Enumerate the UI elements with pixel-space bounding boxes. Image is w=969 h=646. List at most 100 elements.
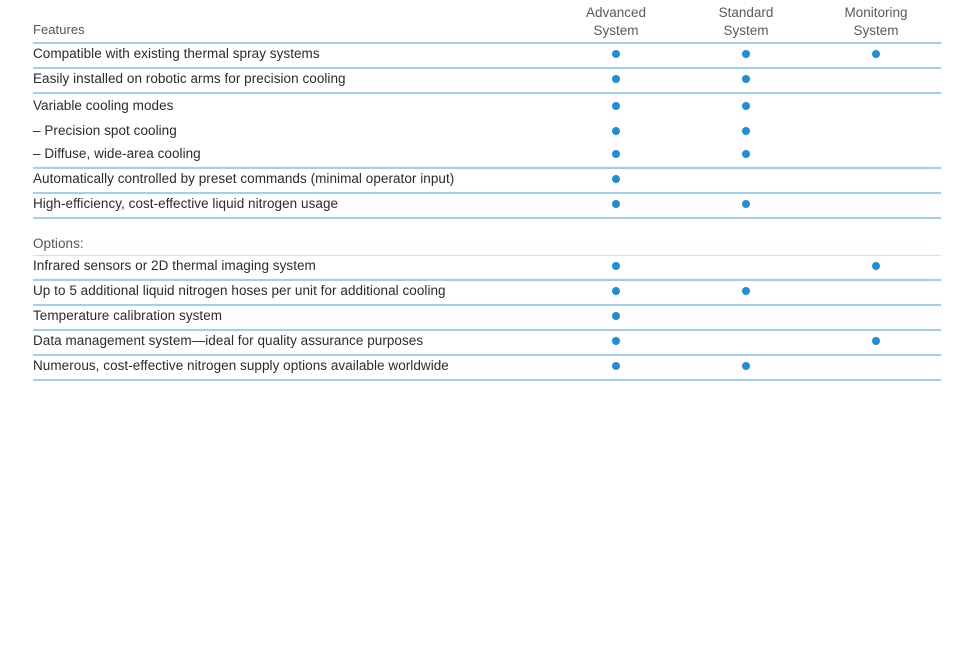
included-dot-icon <box>612 312 620 320</box>
advanced-system-cell <box>551 281 681 304</box>
included-dot-icon <box>872 50 880 58</box>
advanced-system-cell <box>551 169 681 192</box>
advanced-system-cell <box>551 44 681 67</box>
monitoring-system-cell <box>811 44 941 67</box>
standard-system-cell <box>681 331 811 354</box>
feature-label: – Diffuse, wide-area cooling <box>33 146 201 161</box>
column-header-line: System <box>723 23 769 38</box>
included-dot-icon <box>742 75 750 83</box>
monitoring-system-cell <box>811 306 941 329</box>
monitoring-system-cell <box>811 169 941 192</box>
included-dot-icon <box>612 127 620 135</box>
advanced-system-cell <box>551 119 681 144</box>
advanced-system-cell <box>551 144 681 167</box>
feature-rows: Compatible with existing thermal spray s… <box>33 44 941 219</box>
table-row: Automatically controlled by preset comma… <box>33 169 941 194</box>
feature-label: Automatically controlled by preset comma… <box>33 171 455 186</box>
included-dot-icon <box>742 287 750 295</box>
included-dot-icon <box>612 362 620 370</box>
table-row: Easily installed on robotic arms for pre… <box>33 69 941 94</box>
monitoring-system-cell <box>811 356 941 379</box>
feature-label: Infrared sensors or 2D thermal imaging s… <box>33 258 316 273</box>
monitoring-system-cell <box>811 144 941 167</box>
included-dot-icon <box>612 50 620 58</box>
monitoring-system-cell <box>811 69 941 92</box>
options-heading: Options: <box>33 236 84 251</box>
column-header-line: Standard <box>718 5 774 20</box>
standard-system-cell <box>681 44 811 67</box>
monitoring-system-cell <box>811 281 941 304</box>
standard-system-cell <box>681 194 811 217</box>
monitoring-system-column-header: Monitoring System <box>811 4 941 40</box>
table-row: High-efficiency, cost-effective liquid n… <box>33 194 941 219</box>
feature-label: Variable cooling modes <box>33 98 174 113</box>
table-header-row: Features Advanced System Standard System… <box>33 0 941 44</box>
included-dot-icon <box>612 102 620 110</box>
advanced-system-column-header: Advanced System <box>551 4 681 40</box>
included-dot-icon <box>742 200 750 208</box>
monitoring-system-cell <box>811 119 941 144</box>
standard-system-cell <box>681 144 811 167</box>
feature-label: Data management system—ideal for quality… <box>33 333 424 348</box>
standard-system-cell <box>681 256 811 279</box>
table-row: Data management system—ideal for quality… <box>33 331 941 356</box>
advanced-system-cell <box>551 256 681 279</box>
included-dot-icon <box>742 50 750 58</box>
option-rows: Infrared sensors or 2D thermal imaging s… <box>33 255 941 381</box>
standard-system-cell <box>681 356 811 379</box>
feature-label: Up to 5 additional liquid nitrogen hoses… <box>33 283 446 298</box>
included-dot-icon <box>872 337 880 345</box>
column-header-line: Monitoring <box>844 5 908 20</box>
standard-system-cell <box>681 306 811 329</box>
features-column-header: Features <box>33 22 85 37</box>
table-row: Variable cooling modes <box>33 94 941 119</box>
feature-label: Numerous, cost-effective nitrogen supply… <box>33 358 449 373</box>
included-dot-icon <box>612 200 620 208</box>
standard-system-cell <box>681 169 811 192</box>
standard-system-cell <box>681 94 811 119</box>
included-dot-icon <box>612 337 620 345</box>
table-row: Infrared sensors or 2D thermal imaging s… <box>33 256 941 281</box>
advanced-system-cell <box>551 356 681 379</box>
feature-comparison-table: Features Advanced System Standard System… <box>33 0 941 381</box>
included-dot-icon <box>742 150 750 158</box>
included-dot-icon <box>612 262 620 270</box>
standard-system-cell <box>681 69 811 92</box>
included-dot-icon <box>872 262 880 270</box>
standard-system-column-header: Standard System <box>681 4 811 40</box>
advanced-system-cell <box>551 331 681 354</box>
monitoring-system-cell <box>811 331 941 354</box>
feature-label: – Precision spot cooling <box>33 123 177 138</box>
included-dot-icon <box>742 102 750 110</box>
monitoring-system-cell <box>811 94 941 119</box>
monitoring-system-cell <box>811 194 941 217</box>
included-dot-icon <box>742 127 750 135</box>
included-dot-icon <box>612 75 620 83</box>
table-row: Numerous, cost-effective nitrogen supply… <box>33 356 941 381</box>
included-dot-icon <box>612 175 620 183</box>
advanced-system-cell <box>551 306 681 329</box>
included-dot-icon <box>612 287 620 295</box>
standard-system-cell <box>681 119 811 144</box>
advanced-system-cell <box>551 69 681 92</box>
advanced-system-cell <box>551 194 681 217</box>
advanced-system-cell <box>551 94 681 119</box>
table-row: – Precision spot cooling <box>33 119 941 144</box>
table-row: Temperature calibration system <box>33 306 941 331</box>
table-row: – Diffuse, wide-area cooling <box>33 144 941 169</box>
included-dot-icon <box>742 362 750 370</box>
column-header-line: System <box>853 23 899 38</box>
feature-label: Temperature calibration system <box>33 308 223 323</box>
table-row: Up to 5 additional liquid nitrogen hoses… <box>33 281 941 306</box>
options-heading-row: Options: <box>33 219 941 255</box>
included-dot-icon <box>612 150 620 158</box>
column-header-line: System <box>593 23 639 38</box>
feature-label: Easily installed on robotic arms for pre… <box>33 71 346 86</box>
table-row: Compatible with existing thermal spray s… <box>33 44 941 69</box>
column-header-line: Advanced <box>585 5 647 20</box>
monitoring-system-cell <box>811 256 941 279</box>
standard-system-cell <box>681 281 811 304</box>
feature-label: Compatible with existing thermal spray s… <box>33 46 320 61</box>
feature-label: High-efficiency, cost-effective liquid n… <box>33 196 339 211</box>
